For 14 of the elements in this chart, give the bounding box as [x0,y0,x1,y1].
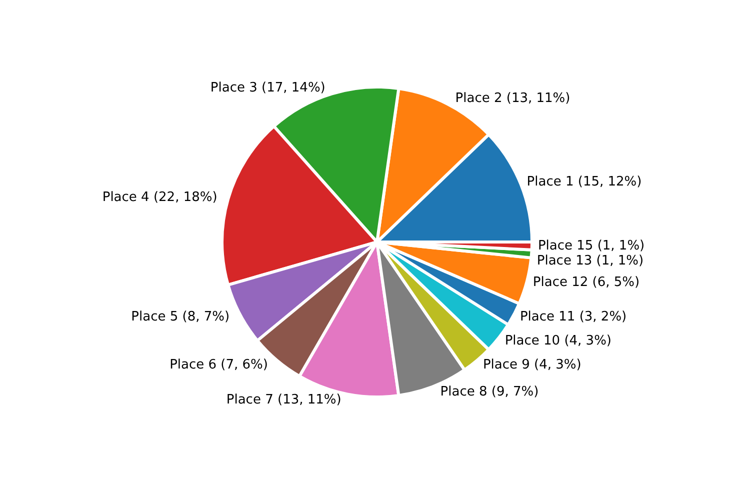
slice-label: Place 12 (6, 5%) [532,275,640,290]
slice-label: Place 10 (4, 3%) [504,334,612,349]
slice-label: Place 5 (8, 7%) [131,310,230,325]
slice-label: Place 6 (7, 6%) [170,357,268,372]
slice-label: Place 2 (13, 11%) [455,91,570,106]
slice-label: Place 15 (1, 1%) [538,238,645,254]
slice-label: Place 1 (15, 12%) [526,174,642,190]
slice-label: Place 8 (9, 7%) [440,384,539,400]
slice-label: Place 7 (13, 11%) [226,392,342,408]
slice-label: Place 11 (3, 2%) [520,310,627,325]
slice-label: Place 4 (22, 18%) [102,190,218,205]
slice-label: Place 3 (17, 14%) [210,80,326,96]
slice-label: Place 13 (1, 1%) [536,254,644,269]
slice-label: Place 9 (4, 3%) [482,357,582,372]
